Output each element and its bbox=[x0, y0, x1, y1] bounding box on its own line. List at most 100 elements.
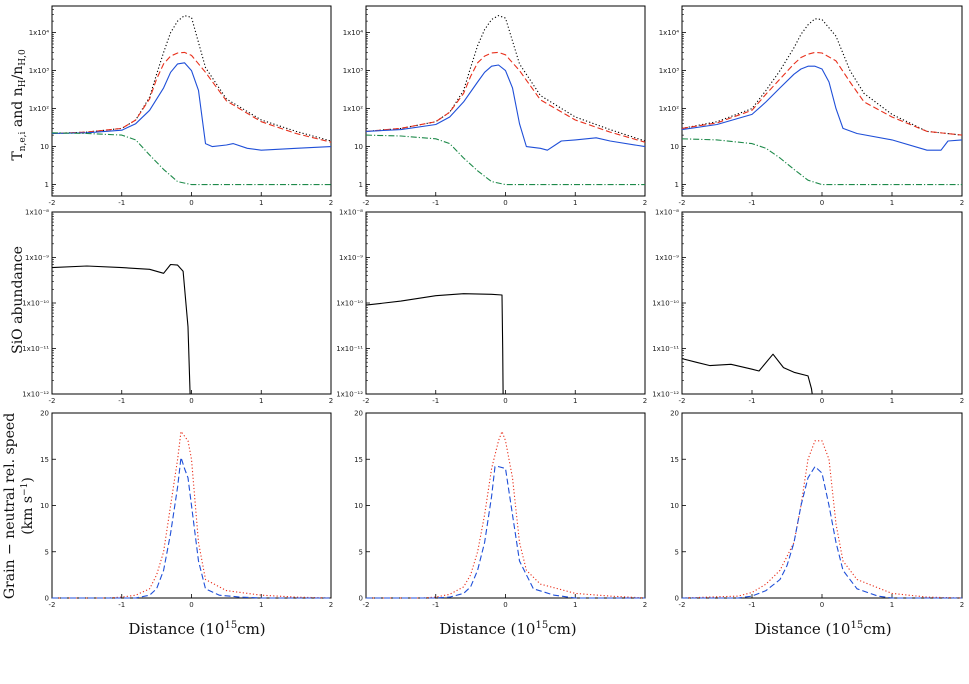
y-tick-label: 1x10² bbox=[659, 105, 680, 113]
x-tick-label: -2 bbox=[49, 397, 56, 405]
x-tick-label: -1 bbox=[118, 397, 125, 405]
x-tick-label: -1 bbox=[749, 601, 756, 609]
y-tick-label: 1x10⁻⁸ bbox=[655, 209, 679, 217]
x-axis-label-col1: Distance (1015cm) bbox=[128, 620, 265, 638]
y-tick-label: 10 bbox=[670, 143, 679, 151]
y-tick-label: 1x10⁻¹¹ bbox=[652, 345, 679, 353]
series-blue-solid bbox=[51, 62, 332, 151]
x-tick-label: 2 bbox=[960, 397, 964, 405]
x-tick-label: -2 bbox=[49, 601, 56, 609]
x-tick-label: 0 bbox=[503, 199, 507, 207]
x-tick-label: 2 bbox=[960, 199, 964, 207]
y-tick-label: 1x10² bbox=[29, 105, 50, 113]
y-tick-label: 1x10⁻⁹ bbox=[655, 254, 679, 262]
series-red-dot bbox=[681, 440, 963, 599]
y-tick-label: 1x10⁻¹² bbox=[652, 391, 679, 399]
series-green-dashdot bbox=[365, 134, 645, 186]
x-tick-label: 1 bbox=[259, 397, 263, 405]
plot-frame bbox=[51, 211, 332, 395]
x-tick-label: -1 bbox=[749, 199, 756, 207]
y-tick-label: 1x10³ bbox=[29, 67, 50, 75]
y-tick-label: 15 bbox=[670, 456, 679, 464]
series-blue-solid bbox=[365, 64, 646, 151]
x-tick-label: -1 bbox=[432, 397, 439, 405]
y-tick-label: 5 bbox=[675, 548, 679, 556]
x-tick-label: -1 bbox=[749, 397, 756, 405]
series-black-dot bbox=[365, 15, 646, 142]
y-tick-label: 1x10⁻¹² bbox=[22, 391, 49, 399]
series-red-dot bbox=[52, 430, 332, 599]
y-tick-label: 1 bbox=[675, 181, 679, 189]
panel-row2-col1: -2 -1 0 1 2 1x10⁻¹² 1x10⁻¹¹ 1x10⁻¹⁰ 1x10⁻⁹ 1x10⁻⁸ bbox=[22, 209, 333, 406]
y-tick-label: 1 bbox=[45, 181, 49, 189]
series-red-dot bbox=[366, 430, 646, 599]
plot-frame bbox=[365, 412, 646, 599]
x-tick-label: 2 bbox=[643, 601, 647, 609]
y-tick-label: 1x10⁻¹⁰ bbox=[336, 300, 363, 308]
series-black-solid bbox=[681, 353, 813, 395]
y-tick-label: 20 bbox=[354, 410, 363, 418]
y-tick-label: 10 bbox=[354, 143, 363, 151]
y-tick-label: 1x10⁻⁹ bbox=[339, 254, 363, 262]
x-tick-label: 0 bbox=[503, 601, 507, 609]
y-tick-label: 10 bbox=[354, 502, 363, 510]
x-tick-label: -1 bbox=[118, 601, 125, 609]
y-tick-label: 10 bbox=[40, 143, 49, 151]
panel-row2-col2: -2 -1 0 1 2 1x10⁻¹² 1x10⁻¹¹ 1x10⁻¹⁰ 1x10⁻⁹ 1x10⁻⁸ bbox=[336, 209, 647, 406]
series-black-dot bbox=[681, 18, 963, 136]
plot-frame bbox=[51, 5, 332, 197]
x-tick-label: 1 bbox=[573, 601, 577, 609]
y-tick-label: 1x10³ bbox=[343, 67, 364, 75]
x-tick-label: 2 bbox=[643, 397, 647, 405]
y-tick-label: 5 bbox=[359, 548, 363, 556]
y-tick-label: 0 bbox=[359, 595, 363, 603]
y-tick-label: 1x10⁻⁹ bbox=[25, 254, 49, 262]
x-tick-label: -2 bbox=[49, 199, 56, 207]
plot-frame bbox=[365, 211, 646, 395]
x-tick-label: 1 bbox=[890, 397, 894, 405]
x-tick-label: 1 bbox=[890, 601, 894, 609]
y-tick-label: 15 bbox=[40, 456, 49, 464]
plot-frame bbox=[365, 5, 646, 197]
y-tick-label: 1x10⁻⁸ bbox=[339, 209, 363, 217]
x-tick-label: -2 bbox=[679, 397, 686, 405]
x-tick-label: -2 bbox=[363, 601, 370, 609]
y-tick-label: 1x10² bbox=[343, 105, 364, 113]
x-tick-label: 0 bbox=[189, 397, 193, 405]
x-tick-label: 2 bbox=[960, 601, 964, 609]
y-tick-label: 15 bbox=[354, 456, 363, 464]
x-tick-label: 0 bbox=[820, 199, 824, 207]
y-tick-label: 1x10⁻¹² bbox=[336, 391, 363, 399]
series-red-dash bbox=[365, 51, 646, 143]
y-tick-label: 1x10⁻¹⁰ bbox=[22, 300, 49, 308]
x-tick-label: 1 bbox=[573, 199, 577, 207]
y-tick-label: 10 bbox=[670, 502, 679, 510]
x-tick-label: 0 bbox=[189, 601, 193, 609]
x-tick-label: 1 bbox=[259, 199, 263, 207]
series-blue-dash bbox=[52, 456, 331, 599]
y-tick-label: 1x10⁻¹¹ bbox=[336, 345, 363, 353]
panel-row1-col1: -2 -1 0 1 2 1 10 1x10² 1x10³ 1x10⁴ bbox=[29, 5, 333, 207]
y-tick-label: 1x10⁴ bbox=[659, 29, 680, 37]
x-tick-label: 1 bbox=[573, 397, 577, 405]
x-tick-label: 1 bbox=[890, 199, 894, 207]
x-tick-label: 0 bbox=[503, 397, 507, 405]
x-tick-label: 2 bbox=[329, 397, 333, 405]
row-label-sio-abundance: SiO abundance bbox=[10, 246, 26, 354]
y-tick-label: 20 bbox=[670, 410, 679, 418]
y-tick-label: 10 bbox=[40, 502, 49, 510]
plot-frame bbox=[681, 5, 963, 197]
y-tick-label: 1x10⁴ bbox=[29, 29, 50, 37]
x-tick-label: -1 bbox=[432, 601, 439, 609]
y-tick-label: 1x10⁻¹¹ bbox=[22, 345, 49, 353]
panel-row2-col3: -2 -1 0 1 2 1x10⁻¹² 1x10⁻¹¹ 1x10⁻¹⁰ 1x10⁻⁹ 1x10⁻⁸ bbox=[652, 209, 964, 406]
x-tick-label: -2 bbox=[679, 601, 686, 609]
series-red-dash bbox=[681, 51, 963, 136]
series-black-solid bbox=[365, 293, 504, 395]
y-tick-label: 1x10⁴ bbox=[343, 29, 364, 37]
x-tick-label: -2 bbox=[363, 199, 370, 207]
series-black-dot bbox=[51, 15, 332, 142]
